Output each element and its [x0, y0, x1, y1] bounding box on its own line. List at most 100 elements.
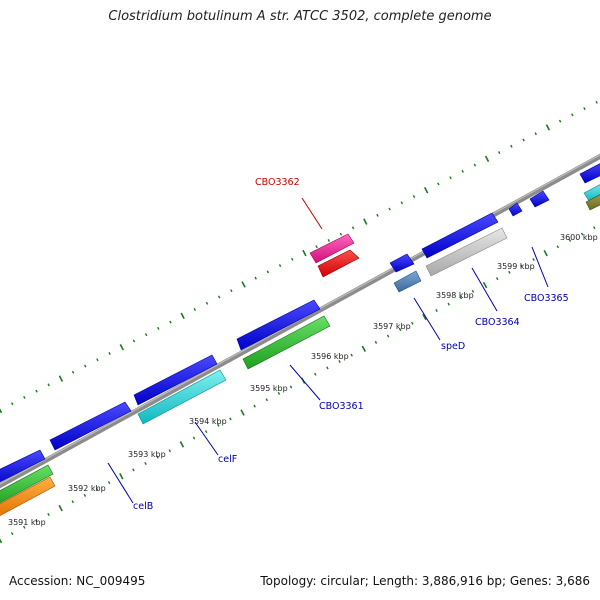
gene-arrow[interactable]: [508, 202, 523, 217]
kbp-label: 3598 kbp: [436, 291, 474, 300]
tick-mark: [230, 289, 233, 293]
tick-mark: [35, 519, 38, 523]
gene-arrow[interactable]: [529, 190, 550, 208]
tick-mark: [10, 402, 14, 406]
tick-mark: [71, 370, 75, 374]
tick-mark: [327, 238, 330, 242]
tick-mark: [522, 138, 525, 142]
tick-mark: [510, 144, 513, 148]
tick-mark: [302, 249, 307, 257]
tick-mark: [23, 525, 26, 529]
tick-mark: [71, 500, 74, 504]
tick-mark: [314, 372, 317, 376]
tick-mark: [592, 226, 596, 230]
kbp-label: 3592 kbp: [68, 484, 106, 493]
gene-arrow[interactable]: [49, 401, 132, 451]
gene-bar-green[interactable]: [0, 464, 54, 507]
gene-arrow-red[interactable]: [317, 249, 360, 278]
tick-mark: [0, 538, 3, 544]
gene-bar-olive[interactable]: [585, 192, 600, 211]
tick-mark: [192, 436, 196, 440]
tick-mark: [217, 423, 220, 427]
tick-mark: [169, 320, 172, 324]
tick-mark: [498, 151, 501, 155]
tick-mark: [350, 353, 353, 357]
gene-arrow-cbo3362[interactable]: [309, 233, 355, 264]
tick-mark: [10, 532, 14, 536]
gene-label-sped[interactable]: speD: [441, 341, 465, 352]
tick-mark: [204, 430, 208, 434]
tick-mark: [338, 360, 341, 364]
gene-label-cbo3362[interactable]: CBO3362: [255, 177, 300, 188]
tick-mark: [265, 398, 269, 402]
tick-mark: [84, 364, 87, 368]
gene-bar-steelblue[interactable]: [393, 270, 422, 293]
tick-mark: [400, 201, 404, 205]
tick-mark: [473, 163, 477, 167]
gene-label-celb[interactable]: celB: [133, 501, 153, 512]
tick-mark: [398, 328, 402, 332]
gene-label-celf[interactable]: celF: [218, 454, 237, 465]
gene-arrow[interactable]: [236, 299, 321, 351]
kbp-label: 3597 kbp: [373, 322, 411, 331]
tick-mark: [543, 249, 548, 257]
outer-tick-track: [0, 100, 598, 414]
genome-summary-text: Topology: circular; Length: 3,886,916 bp…: [260, 574, 590, 588]
tick-mark: [361, 345, 367, 352]
tick-mark: [471, 289, 475, 293]
tick-mark: [484, 155, 490, 163]
kbp-label: 3596 kbp: [311, 352, 349, 361]
tick-mark: [291, 257, 294, 261]
tick-mark: [289, 385, 293, 389]
gene-bar-green[interactable]: [242, 315, 331, 370]
gene-labels: celB celF CBO3361 CBO3362 speD CBO3364 C…: [133, 177, 569, 512]
tick-mark: [374, 340, 378, 344]
tick-mark: [447, 302, 450, 306]
gene-label-cbo3361[interactable]: CBO3361: [319, 401, 364, 412]
tick-mark: [568, 238, 572, 242]
tick-mark: [179, 441, 185, 448]
gene-features: [0, 161, 600, 520]
tick-mark: [437, 182, 440, 186]
gene-arrow[interactable]: [421, 212, 499, 259]
tick-mark: [35, 389, 38, 393]
kbp-label: 3595 kbp: [250, 384, 288, 393]
gene-arrow[interactable]: [133, 354, 218, 406]
tick-mark: [571, 113, 574, 117]
kbp-label: 3600 kbp: [560, 233, 598, 242]
tick-mark: [119, 473, 124, 480]
tick-mark: [449, 176, 452, 180]
tick-mark: [326, 366, 329, 370]
tick-mark: [241, 281, 246, 288]
kbp-label: 3591 kbp: [8, 518, 46, 527]
tick-mark: [58, 375, 64, 382]
tick-mark: [534, 132, 537, 136]
genome-backbone: [0, 153, 600, 489]
tick-mark: [595, 100, 598, 104]
gene-label-cbo3365[interactable]: CBO3365: [524, 293, 569, 304]
gene-label-leaders: [107, 197, 549, 504]
tick-mark: [47, 513, 50, 516]
gene-arrow[interactable]: [579, 161, 600, 184]
tick-mark: [144, 333, 148, 337]
tick-mark: [193, 308, 197, 312]
gene-label-cbo3364[interactable]: CBO3364: [475, 317, 520, 328]
tick-mark: [132, 339, 136, 343]
tick-mark: [580, 232, 584, 236]
gene-bar-gray[interactable]: [425, 227, 508, 277]
kbp-labels: 3591 kbp 3592 kbp 3593 kbp 3594 kbp 3595…: [8, 233, 598, 527]
gene-arrow[interactable]: [0, 449, 46, 486]
tick-mark: [180, 312, 185, 320]
tick-mark: [435, 309, 438, 313]
tick-mark: [422, 313, 427, 321]
tick-mark: [217, 295, 221, 299]
gene-bar-cyan[interactable]: [137, 369, 227, 425]
tick-mark: [411, 321, 414, 325]
tick-mark: [95, 487, 99, 491]
tick-mark: [386, 334, 390, 338]
gene-arrow[interactable]: [389, 253, 415, 273]
gene-bar-orange[interactable]: [0, 476, 56, 520]
kbp-label: 3599 kbp: [497, 262, 535, 271]
tick-mark: [157, 326, 160, 330]
